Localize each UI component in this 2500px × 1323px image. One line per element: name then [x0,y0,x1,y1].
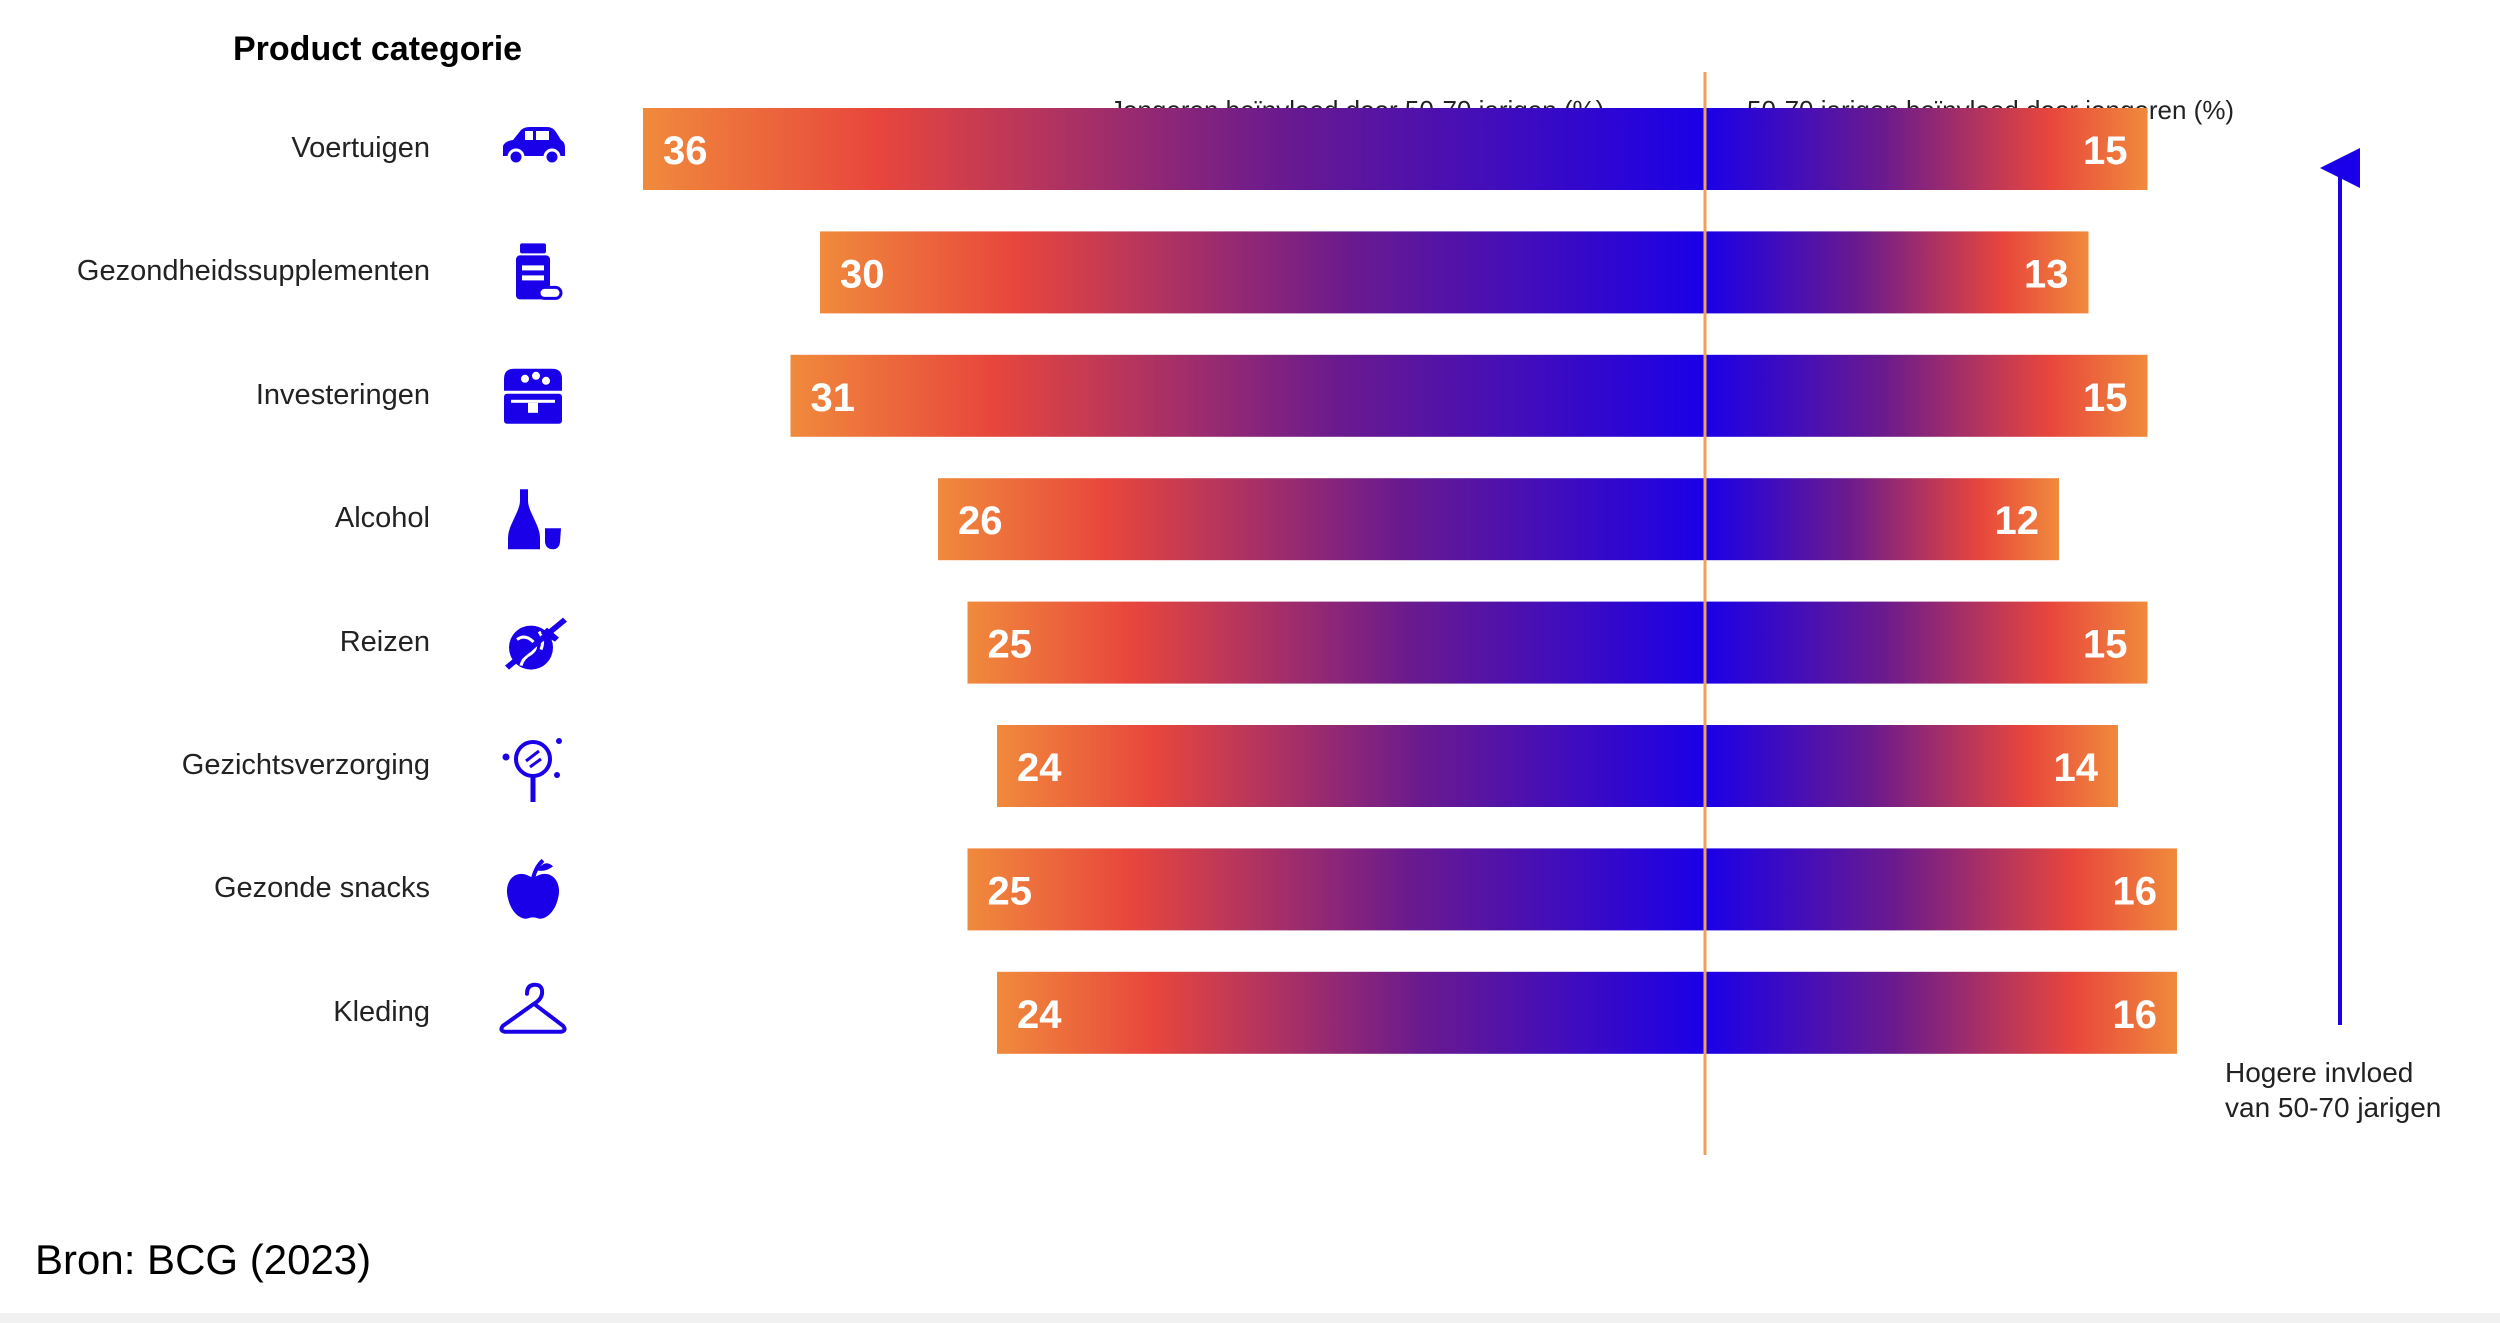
right-bar [1705,601,2148,684]
category-label: Gezichtsverzorging [181,749,430,781]
category-label: Kleding [333,995,430,1028]
category-label: Gezondheidssupplementen [76,255,430,288]
sake-bottle-icon [508,489,561,550]
right-bar [1705,231,2089,314]
right-bar-value: 14 [2054,746,2099,790]
left-bar [967,848,1705,931]
left-bar-value: 31 [811,376,856,420]
right-bar [1705,354,2148,437]
category-label: Reizen [339,625,430,658]
arrow-label-line2: van 50-70 jarigen [2225,1092,2442,1123]
left-bar [643,108,1705,190]
apple-icon [506,858,560,919]
arrow-label-line1: Hogere invloed [2225,1057,2414,1088]
left-bar-value: 24 [1017,746,1062,790]
left-bar [820,231,1705,314]
left-bar [997,725,1705,807]
right-bar [1705,848,2177,931]
left-bar-value: 25 [988,869,1033,913]
right-bar-value: 15 [2083,623,2128,667]
left-bar-value: 25 [988,623,1033,667]
left-bar [967,601,1705,684]
car-icon [503,127,565,166]
left-bar-value: 24 [1017,993,1062,1037]
arrow-label: Hogere invloed van 50-70 jarigen [2225,1055,2441,1125]
right-bar-value: 16 [2113,993,2158,1037]
left-bar-value: 26 [958,499,1003,543]
right-bar [1705,725,2118,807]
right-bar-value: 12 [1995,499,2040,543]
face-mirror-icon [502,738,562,802]
treasure-chest-icon [504,368,562,424]
footer-strip [0,1313,2500,1323]
right-bar [1705,478,2059,561]
right-bar [1705,971,2177,1054]
chart-heading: Product categorie [233,30,523,68]
category-label: Gezonde snacks [213,872,430,905]
left-bar [790,354,1705,437]
category-label: Voertuigen [291,132,430,164]
right-bar [1705,108,2148,190]
left-bar-value: 30 [840,252,885,296]
left-bar [997,971,1705,1054]
right-bar-value: 16 [2113,869,2158,913]
category-label: Investeringen [255,378,430,411]
left-bar [938,478,1705,561]
globe-airplane-icon [505,617,567,670]
right-bar-value: 13 [2024,252,2069,296]
right-bar-value: 15 [2083,129,2128,173]
source-note: Bron: BCG (2023) [35,1236,372,1283]
supplement-bottle-icon [516,243,563,300]
left-bar-value: 36 [663,129,708,173]
category-label: Alcohol [334,502,430,535]
hanger-icon [499,982,567,1034]
right-bar-value: 15 [2083,376,2128,420]
